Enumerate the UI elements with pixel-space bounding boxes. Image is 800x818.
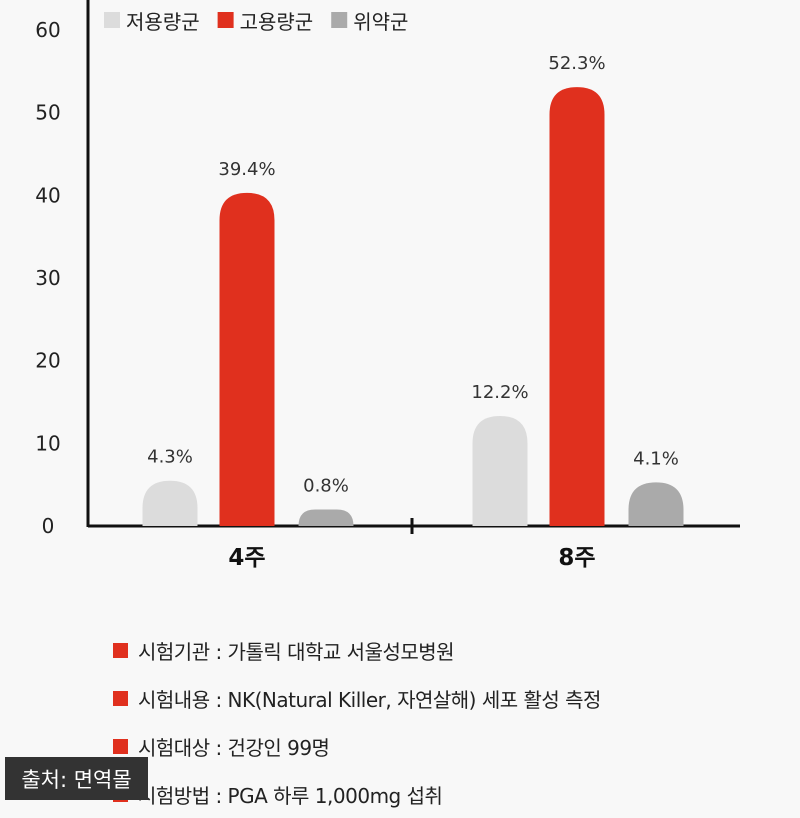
legend-label: 고용량군: [240, 10, 314, 34]
note-item: 시험기관 : 가톨릭 대학교 서울성모병원: [113, 626, 601, 674]
bullet-square-icon: [113, 738, 128, 754]
legend-label: 위약군: [353, 10, 408, 34]
y-tick-label: 50: [35, 101, 60, 125]
bar: [628, 482, 684, 526]
bullet-square-icon: [113, 690, 128, 706]
y-tick-label: 20: [35, 349, 60, 373]
note-text: 시험방법 : PGA 하루 1,000mg 섭취: [138, 783, 443, 808]
x-category-label: 4주: [228, 545, 265, 571]
bullet-square-icon: [113, 642, 128, 658]
bar-chart: 0 10 20 30 40 50 60 4주 4.3% 39.4% 0.8% 8주 12.2% 52.3%…: [35, 0, 740, 571]
data-label: 52.3%: [548, 53, 605, 74]
note-text: 시험기관 : 가톨릭 대학교 서울성모병원: [138, 639, 455, 664]
study-notes: 시험기관 : 가톨릭 대학교 서울성모병원 시험내용 : NK(Natural …: [113, 626, 601, 818]
data-label: 12.2%: [471, 382, 528, 403]
y-tick-label: 10: [35, 431, 60, 455]
y-tick-label: 60: [35, 18, 60, 42]
bar: [298, 509, 354, 526]
legend-label: 저용량군: [126, 10, 200, 34]
data-label: 0.8%: [303, 475, 349, 496]
note-text: 시험대상 : 건강인 99명: [138, 735, 330, 760]
bar: [549, 87, 605, 526]
note-item: 시험내용 : NK(Natural Killer, 자연살해) 세포 활성 측정: [113, 674, 601, 722]
note-item: 시험방법 : PGA 하루 1,000mg 섭취: [113, 770, 601, 818]
data-label: 4.1%: [633, 448, 679, 469]
note-item: 시험대상 : 건강인 99명: [113, 722, 601, 770]
bar: [219, 192, 275, 527]
data-label: 39.4%: [218, 159, 275, 180]
bar: [472, 415, 528, 526]
note-text: 시험내용 : NK(Natural Killer, 자연살해) 세포 활성 측정: [138, 687, 601, 712]
source-label: 출처: 면역몰: [5, 757, 148, 800]
x-category-label: 8주: [558, 545, 595, 571]
y-tick-label: 0: [42, 514, 55, 538]
y-tick-label: 40: [35, 183, 60, 207]
bar: [142, 480, 198, 526]
legend-swatch: [217, 12, 234, 28]
legend-swatch: [331, 12, 348, 28]
y-tick-label: 30: [35, 266, 60, 290]
data-label: 4.3%: [147, 447, 193, 468]
legend-swatch: [104, 12, 120, 28]
